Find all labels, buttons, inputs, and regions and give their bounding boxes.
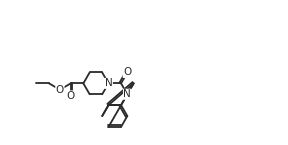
Text: N: N <box>124 89 131 99</box>
Text: N: N <box>105 78 112 88</box>
Text: O: O <box>123 67 131 77</box>
Text: O: O <box>67 91 75 101</box>
Text: O: O <box>56 85 64 95</box>
